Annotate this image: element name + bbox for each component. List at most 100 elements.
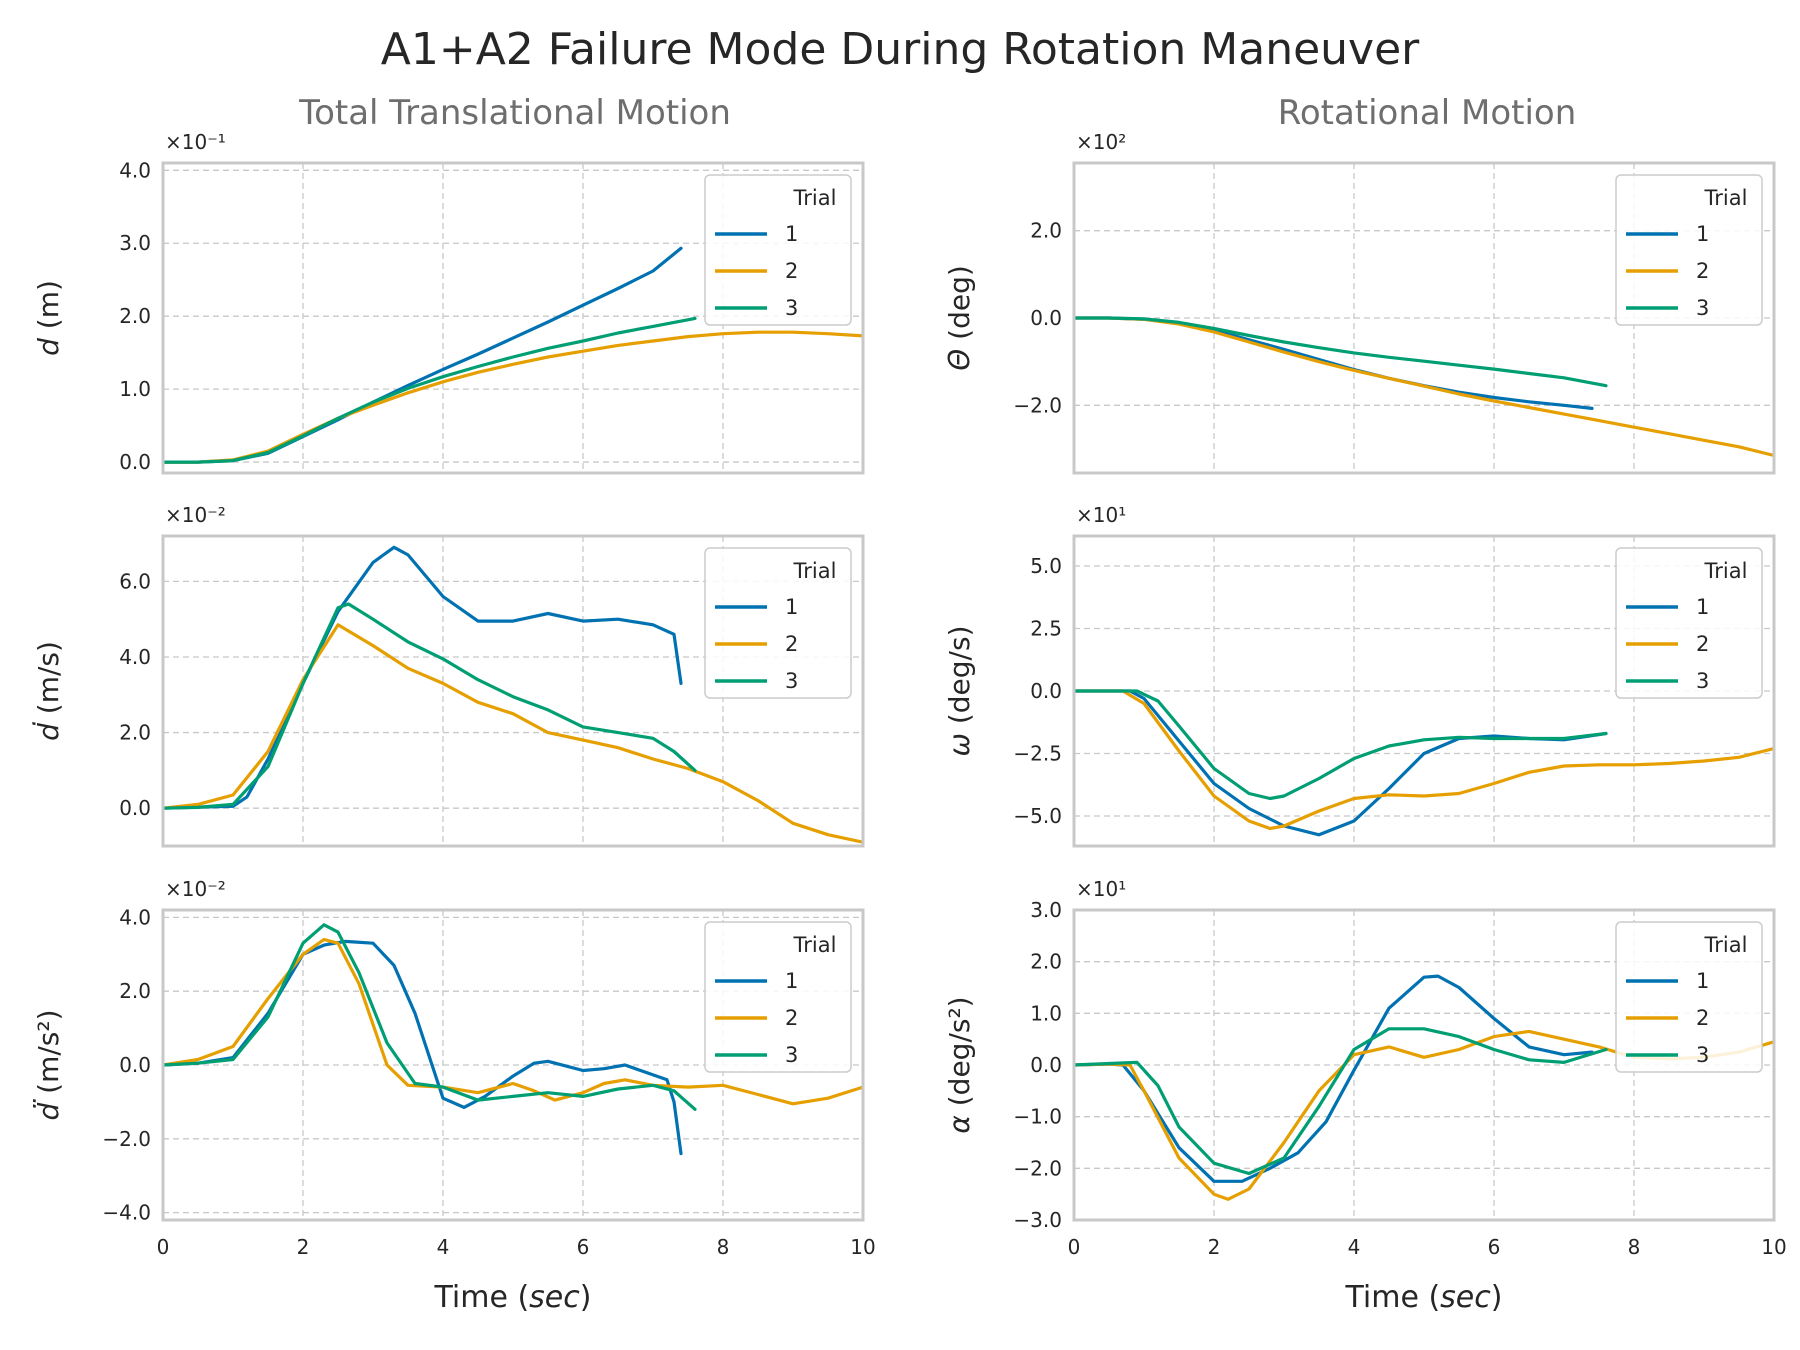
legend-label-trial-1: 1 [1696, 222, 1709, 246]
x-tick-label: 10 [850, 1235, 875, 1259]
y-axis-label: α (deg/s²) [943, 996, 976, 1133]
y-tick-label: 2.5 [1030, 617, 1062, 641]
legend-box [1615, 547, 1763, 699]
legend-label-trial-1: 1 [1696, 595, 1709, 619]
legend-box [1615, 174, 1763, 326]
series-line-trial-2 [163, 937, 863, 1106]
legend-label-trial-2: 2 [785, 259, 798, 283]
y-tick-label: −5.0 [1013, 804, 1062, 828]
y-axis-label: d̈ (m/s²) [32, 1009, 65, 1120]
y-tick-label: 0.0 [1030, 679, 1062, 703]
legend-title: Trial [793, 559, 837, 583]
series-line-trial-3 [1074, 1027, 1608, 1176]
y-tick-label: 0.0 [119, 450, 151, 474]
y-tick-label: −3.0 [1013, 1208, 1062, 1232]
series-line-trial-3 [163, 923, 697, 1111]
y-tick-label: 0.0 [1030, 1053, 1062, 1077]
y-tick-label: 2.0 [1030, 219, 1062, 243]
legend: Trial 1 2 3 [704, 921, 852, 1073]
y-tick-label: −2.5 [1013, 742, 1062, 766]
plot-frame [1072, 534, 1776, 848]
y-tick-label: 0.0 [1030, 306, 1062, 330]
legend-label-trial-1: 1 [785, 222, 798, 246]
axis-multiplier: ×10² [1076, 130, 1126, 154]
legend-label-trial-1: 1 [785, 595, 798, 619]
subplot-1-1: −5.0 −2.5 0.0 2.5 5.0 ×10¹ ω (deg/s) Trial 1 2 3 [943, 503, 1776, 848]
x-tick-label: 6 [577, 1235, 590, 1259]
x-axis-label: Time (sec) [434, 1280, 592, 1315]
legend-box [704, 174, 852, 326]
legend-label-trial-3: 3 [1696, 296, 1709, 320]
axis-multiplier: ×10⁻² [165, 503, 226, 527]
series-line-trial-3 [1074, 689, 1608, 801]
legend-title: Trial [793, 186, 837, 210]
legend-label-trial-1: 1 [1696, 969, 1709, 993]
x-tick-label: 2 [297, 1235, 310, 1259]
legend-label-trial-3: 3 [785, 296, 798, 320]
plot-frame [1072, 908, 1776, 1222]
series-line-trial-1 [1074, 689, 1608, 837]
series-line-trial-3 [163, 316, 697, 464]
plot-frame [161, 534, 865, 848]
legend-title: Trial [1704, 559, 1748, 583]
axis-multiplier: ×10¹ [1076, 503, 1126, 527]
legend-box [1615, 921, 1763, 1073]
series-line-trial-2 [163, 330, 863, 464]
legend: Trial 1 2 3 [1615, 921, 1763, 1073]
legend-label-trial-3: 3 [1696, 669, 1709, 693]
y-tick-label: 2.0 [1030, 950, 1062, 974]
y-tick-label: 3.0 [119, 231, 151, 255]
y-tick-label: 2.0 [119, 721, 151, 745]
legend-title: Trial [1704, 933, 1748, 957]
x-tick-label: 4 [1348, 1235, 1361, 1259]
y-axis-label: ḋ (m/s) [30, 641, 65, 741]
series-group [1074, 316, 1774, 458]
y-axis-label: ω (deg/s) [943, 626, 976, 757]
y-tick-label: −2.0 [102, 1127, 151, 1151]
series-line-trial-1 [163, 246, 683, 464]
y-axis-label: Θ (deg) [943, 265, 976, 371]
y-axis-label: d (m) [32, 280, 65, 356]
plot-frame [161, 908, 865, 1222]
legend-label-trial-3: 3 [785, 669, 798, 693]
series-line-trial-1 [163, 545, 683, 810]
y-tick-label: −2.0 [1013, 393, 1062, 417]
series-group [163, 923, 863, 1156]
subplot-1-0: 0.0 2.0 4.0 6.0 ×10⁻² ḋ (m/s) Trial 1 2 3 [30, 503, 865, 848]
subplot-0-1: −2.0 0.0 2.0 ×10² Θ (deg) Trial 1 2 3 [943, 130, 1776, 475]
series-line-trial-2 [163, 623, 863, 844]
x-axis-label: Time (sec) [1345, 1280, 1503, 1315]
legend-title: Trial [1704, 186, 1748, 210]
legend-label-trial-2: 2 [1696, 1006, 1709, 1030]
legend-label-trial-2: 2 [785, 632, 798, 656]
y-tick-label: 3.0 [1030, 898, 1062, 922]
y-tick-label: 2.0 [119, 979, 151, 1003]
y-tick-label: 4.0 [119, 905, 151, 929]
figure-title: A1+A2 Failure Mode During Rotation Maneu… [381, 24, 1420, 75]
y-tick-label: 4.0 [119, 158, 151, 182]
axis-multiplier: ×10⁻¹ [165, 130, 226, 154]
legend-label-trial-2: 2 [1696, 632, 1709, 656]
series-line-trial-2 [1074, 689, 1774, 831]
subplot-0-0: 0.0 1.0 2.0 3.0 4.0 ×10⁻¹ d (m) Trial 1 2 3 [32, 130, 865, 475]
x-tick-label: 0 [1068, 1235, 1081, 1259]
y-tick-label: 5.0 [1030, 554, 1062, 578]
series-line-trial-2 [1074, 316, 1774, 458]
y-tick-label: 1.0 [119, 377, 151, 401]
y-tick-label: 6.0 [119, 569, 151, 593]
x-tick-label: 10 [1761, 1235, 1786, 1259]
x-tick-label: 8 [717, 1235, 730, 1259]
column-title-rotational: Rotational Motion [1278, 93, 1577, 133]
legend-label-trial-2: 2 [1696, 259, 1709, 283]
legend: Trial 1 2 3 [1615, 174, 1763, 326]
legend-box [704, 921, 852, 1073]
legend: Trial 1 2 3 [704, 547, 852, 699]
x-tick-label: 2 [1208, 1235, 1221, 1259]
legend: Trial 1 2 3 [1615, 547, 1763, 699]
y-tick-label: 2.0 [119, 304, 151, 328]
y-tick-label: 4.0 [119, 645, 151, 669]
series-line-trial-3 [1074, 316, 1608, 388]
legend-box [704, 547, 852, 699]
x-tick-label: 4 [437, 1235, 450, 1259]
